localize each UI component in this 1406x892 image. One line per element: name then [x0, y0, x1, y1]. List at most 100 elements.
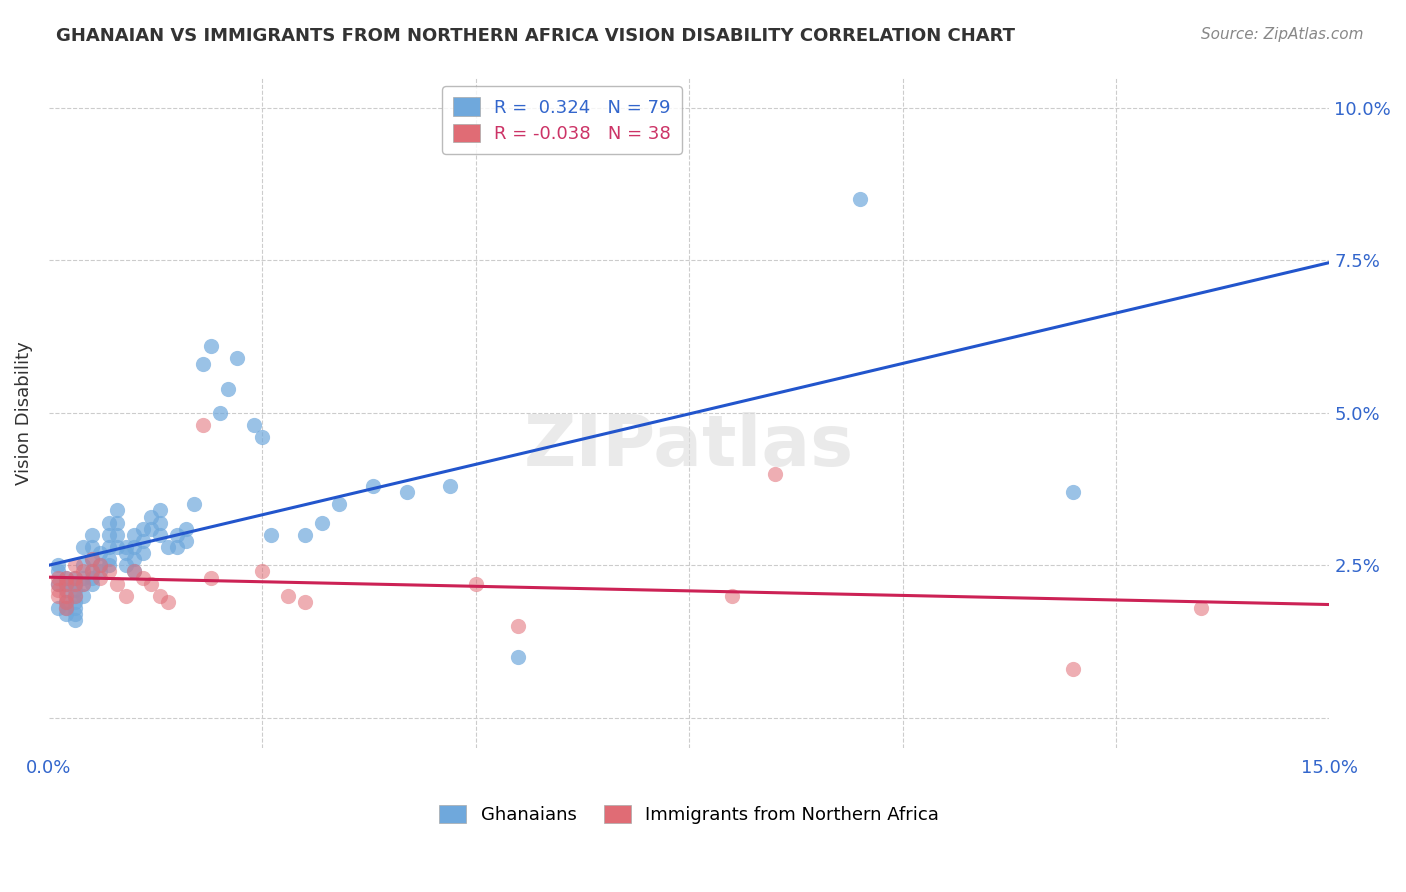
Point — [63, 576, 86, 591]
Point — [260, 528, 283, 542]
Point — [72, 571, 94, 585]
Y-axis label: Vision Disability: Vision Disability — [15, 341, 32, 484]
Point — [396, 485, 419, 500]
Point — [80, 540, 103, 554]
Point — [124, 528, 146, 542]
Point — [149, 516, 172, 530]
Point — [114, 546, 136, 560]
Point — [72, 558, 94, 573]
Text: GHANAIAN VS IMMIGRANTS FROM NORTHERN AFRICA VISION DISABILITY CORRELATION CHART: GHANAIAN VS IMMIGRANTS FROM NORTHERN AFR… — [56, 27, 1015, 45]
Point — [55, 607, 77, 622]
Point — [63, 582, 86, 597]
Text: Source: ZipAtlas.com: Source: ZipAtlas.com — [1201, 27, 1364, 42]
Point — [97, 528, 120, 542]
Point — [46, 571, 69, 585]
Point — [124, 565, 146, 579]
Point — [208, 406, 231, 420]
Point — [97, 516, 120, 530]
Point — [46, 565, 69, 579]
Point — [105, 576, 128, 591]
Point — [97, 540, 120, 554]
Point — [141, 509, 163, 524]
Point — [55, 589, 77, 603]
Point — [132, 533, 155, 548]
Point — [294, 528, 316, 542]
Point — [149, 589, 172, 603]
Point — [149, 503, 172, 517]
Point — [252, 565, 274, 579]
Point — [55, 601, 77, 615]
Point — [849, 193, 872, 207]
Point — [157, 540, 180, 554]
Point — [46, 582, 69, 597]
Legend: Ghanaians, Immigrants from Northern Africa: Ghanaians, Immigrants from Northern Afri… — [432, 797, 946, 831]
Point — [72, 540, 94, 554]
Point — [46, 576, 69, 591]
Point — [1062, 485, 1084, 500]
Point — [114, 558, 136, 573]
Point — [149, 528, 172, 542]
Point — [63, 576, 86, 591]
Point — [763, 467, 786, 481]
Point — [63, 607, 86, 622]
Point — [124, 552, 146, 566]
Point — [63, 601, 86, 615]
Point — [55, 576, 77, 591]
Point — [311, 516, 333, 530]
Point — [80, 528, 103, 542]
Point — [508, 649, 530, 664]
Text: ZIPatlas: ZIPatlas — [524, 412, 855, 481]
Point — [63, 595, 86, 609]
Point — [225, 351, 247, 365]
Point — [1189, 601, 1212, 615]
Point — [72, 589, 94, 603]
Point — [55, 601, 77, 615]
Point — [63, 589, 86, 603]
Point — [55, 595, 77, 609]
Point — [97, 558, 120, 573]
Point — [294, 595, 316, 609]
Point — [105, 528, 128, 542]
Point — [132, 546, 155, 560]
Point — [174, 533, 197, 548]
Point — [439, 479, 461, 493]
Point — [97, 552, 120, 566]
Point — [132, 522, 155, 536]
Point — [46, 589, 69, 603]
Point — [363, 479, 385, 493]
Point — [114, 540, 136, 554]
Point — [174, 522, 197, 536]
Point — [1062, 662, 1084, 676]
Point — [191, 357, 214, 371]
Point — [243, 418, 266, 433]
Point — [55, 571, 77, 585]
Point — [200, 339, 222, 353]
Point — [72, 576, 94, 591]
Point — [80, 552, 103, 566]
Point — [132, 571, 155, 585]
Point — [328, 497, 350, 511]
Point — [55, 571, 77, 585]
Point — [141, 576, 163, 591]
Point — [105, 516, 128, 530]
Point — [721, 589, 744, 603]
Point — [80, 565, 103, 579]
Point — [105, 540, 128, 554]
Point — [63, 589, 86, 603]
Point — [252, 430, 274, 444]
Point — [200, 571, 222, 585]
Point — [277, 589, 299, 603]
Point — [89, 571, 111, 585]
Point — [63, 571, 86, 585]
Point — [80, 576, 103, 591]
Point — [89, 558, 111, 573]
Point — [63, 613, 86, 627]
Point — [124, 540, 146, 554]
Point — [217, 382, 239, 396]
Point — [89, 546, 111, 560]
Point — [46, 558, 69, 573]
Point — [89, 558, 111, 573]
Point — [141, 522, 163, 536]
Point — [46, 601, 69, 615]
Point — [464, 576, 486, 591]
